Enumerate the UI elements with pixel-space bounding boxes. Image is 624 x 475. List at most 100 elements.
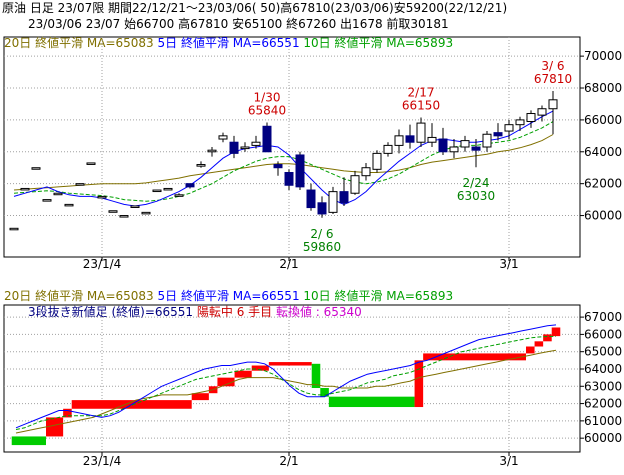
candle-body (119, 215, 129, 218)
candle-body (130, 205, 140, 208)
candle-body (75, 183, 85, 186)
candle-body (526, 113, 536, 122)
tlb-title_prefix: 3段抜き新値足 (終値)=66551 (28, 304, 193, 319)
annotation-value: 59860 (303, 240, 341, 254)
tlb-brick (320, 388, 329, 397)
annotation-value: 63030 (457, 189, 495, 203)
tlb-brick (526, 346, 535, 354)
tlb-brick (423, 353, 526, 361)
tlb-status: 陽転中 (193, 304, 233, 319)
tlb-brick (543, 334, 552, 342)
candle-body (97, 195, 107, 199)
y-tick-label: 60000 (584, 431, 622, 445)
candle-body (174, 194, 184, 197)
y-tick-label: 66000 (584, 327, 622, 341)
candle-body (295, 154, 305, 188)
candle-body (515, 119, 525, 126)
y-tick-label: 64000 (584, 362, 622, 376)
tlb-brick (191, 393, 209, 401)
y-tick-label: 62000 (584, 177, 622, 191)
candle-body (416, 122, 426, 143)
tlb-brick (46, 417, 64, 437)
candle-body (86, 162, 96, 165)
candle-body (218, 135, 228, 140)
candle-body (207, 149, 217, 153)
y-tick-label: 60000 (584, 209, 622, 223)
tlb-reversal: 転換値 : 65340 (272, 304, 362, 319)
x-tick-label: 2/1 (279, 454, 298, 468)
ma5-line (15, 324, 557, 429)
x-tick-label: 23/1/4 (83, 454, 122, 468)
annotation-value: 66150 (402, 99, 440, 113)
y-tick-label: 62000 (584, 397, 622, 411)
candle-body (405, 135, 415, 143)
annotation-value: 67810 (534, 72, 572, 86)
x-tick-label: 3/1 (499, 257, 518, 271)
candle-body (339, 191, 349, 204)
candle-body (427, 136, 437, 143)
candle-body (394, 135, 404, 146)
legend-ma5: 5日 終値平滑 MA=66551 (154, 288, 300, 303)
y-tick-label: 65000 (584, 345, 622, 359)
tlb-brick (268, 362, 312, 366)
candle-body (504, 124, 514, 132)
candle-body (284, 172, 294, 186)
annotation-value: 65840 (248, 103, 286, 117)
candle-body (449, 146, 459, 153)
candle-body (306, 189, 316, 209)
y-tick-label: 63000 (584, 379, 622, 393)
candle-body (42, 199, 52, 202)
candle-body (262, 125, 272, 153)
candle-body (317, 202, 327, 215)
candle-body (163, 187, 173, 191)
candle-body (493, 132, 503, 137)
candle-body (548, 99, 558, 110)
candle-body (240, 146, 250, 150)
candle-body (53, 192, 63, 196)
candle-body (361, 167, 371, 177)
ma20-line (15, 349, 557, 434)
y-tick-label: 67000 (584, 310, 622, 324)
legend-ma20: 20日 終値平滑 MA=65083 (4, 288, 154, 303)
candle-body (372, 152, 382, 170)
header-line-2: 23/03/06 23/07 始66700 高67810 安65100 終672… (28, 17, 449, 31)
candle-body (229, 141, 239, 154)
tlb-brick (414, 360, 424, 408)
header-line-1: 原油 日足 23/07限 期間22/12/21～23/03/06( 50)高67… (2, 1, 508, 15)
ma20-line (13, 134, 554, 191)
annotation-date: 1/30 (254, 90, 281, 104)
tlb-count: 6 手目 (233, 305, 272, 319)
tlb-brick (234, 370, 252, 378)
annotation-date: 2/24 (463, 176, 490, 190)
candle-body (438, 138, 448, 153)
candle-body (152, 189, 162, 193)
tlb-brick (63, 408, 72, 418)
legend-ma20: 20日 終値平滑 MA=65083 (4, 35, 154, 50)
candle-body (537, 108, 547, 116)
candle-body (64, 203, 74, 207)
candle-body (460, 140, 470, 148)
candle-body (9, 227, 19, 231)
legend: 20日 終値平滑 MA=65083 5日 終値平滑 MA=66551 10日 終… (4, 35, 453, 50)
legend-ma10: 10日 終値平滑 MA=65893 (300, 35, 454, 50)
tlb-brick (534, 341, 544, 347)
tlb-title: 3段抜き新値足 (終値)=66551 陽転中 6 手目 転換値 : 65340 (28, 304, 362, 319)
candle-body (141, 211, 151, 215)
tlb-brick (11, 436, 46, 446)
y-tick-label: 70000 (584, 49, 622, 63)
x-tick-label: 2/1 (279, 257, 298, 271)
tlb-brick (217, 377, 235, 387)
candle-body (471, 146, 481, 151)
tlb-brick (251, 365, 269, 371)
y-tick-label: 68000 (584, 81, 622, 95)
x-tick-label: 23/1/4 (83, 257, 122, 271)
candle-body (350, 175, 360, 194)
panel1-frame (3, 36, 581, 258)
candle-body (20, 187, 30, 191)
candle-body (108, 210, 118, 213)
tlb-brick (551, 327, 561, 337)
candle-body (196, 164, 206, 167)
annotation-date: 2/17 (408, 86, 435, 100)
y-tick-label: 61000 (584, 414, 622, 428)
